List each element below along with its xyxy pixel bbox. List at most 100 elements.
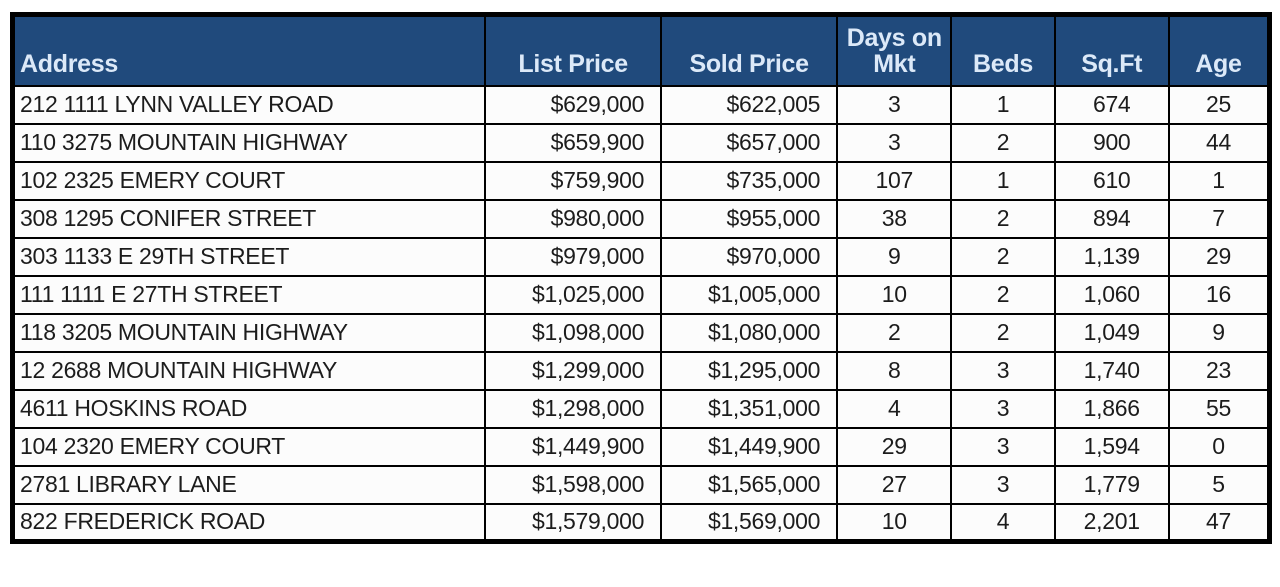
cell-list-price: $1,579,000 <box>484 502 663 543</box>
cell-age: 47 <box>1167 502 1271 543</box>
cell-beds: 3 <box>950 426 1056 467</box>
cell-days-on-mkt: 2 <box>836 312 953 353</box>
cell-days-on-mkt: 3 <box>836 122 953 163</box>
cell-address: 308 1295 CONIFER STREET <box>11 198 487 239</box>
table-body: 212 1111 LYNN VALLEY ROAD $629,000 $622,00… <box>11 84 1271 543</box>
cell-list-price: $1,098,000 <box>484 312 663 353</box>
cell-beds: 2 <box>950 312 1056 353</box>
cell-sq-ft: 1,139 <box>1053 236 1170 277</box>
cell-sold-price: $970,000 <box>660 236 839 277</box>
table-row: 303 1133 E 29TH STREET $979,000 $970,000 9 2… <box>11 236 1271 277</box>
table-row: 12 2688 MOUNTAIN HIGHWAY $1,299,000 $1,295… <box>11 350 1271 391</box>
cell-sold-price: $1,565,000 <box>660 464 839 505</box>
cell-address: 111 1111 E 27TH STREET <box>11 274 487 315</box>
cell-beds: 4 <box>950 502 1056 543</box>
table-header: Address List Price Sold Price Days on Mkt Be… <box>11 13 1271 87</box>
cell-sold-price: $1,080,000 <box>660 312 839 353</box>
cell-address: 822 FREDERICK ROAD <box>11 502 487 543</box>
cell-sold-price: $1,569,000 <box>660 502 839 543</box>
cell-sq-ft: 1,866 <box>1053 388 1170 429</box>
cell-sq-ft: 1,049 <box>1053 312 1170 353</box>
cell-sq-ft: 1,594 <box>1053 426 1170 467</box>
cell-beds: 1 <box>950 160 1056 201</box>
cell-sold-price: $1,295,000 <box>660 350 839 391</box>
cell-beds: 2 <box>950 236 1056 277</box>
cell-sold-price: $955,000 <box>660 198 839 239</box>
cell-address: 110 3275 MOUNTAIN HIGHWAY <box>11 122 487 163</box>
cell-sq-ft: 900 <box>1053 122 1170 163</box>
cell-beds: 3 <box>950 350 1056 391</box>
sold-listings-table: Address List Price Sold Price Days on Mkt Be… <box>10 12 1272 544</box>
cell-sold-price: $1,449,900 <box>660 426 839 467</box>
cell-days-on-mkt: 8 <box>836 350 953 391</box>
cell-address: 212 1111 LYNN VALLEY ROAD <box>11 84 487 125</box>
cell-age: 9 <box>1167 312 1271 353</box>
cell-address: 12 2688 MOUNTAIN HIGHWAY <box>11 350 487 391</box>
cell-beds: 3 <box>950 388 1056 429</box>
cell-list-price: $1,299,000 <box>484 350 663 391</box>
cell-age: 5 <box>1167 464 1271 505</box>
cell-days-on-mkt: 10 <box>836 274 953 315</box>
cell-days-on-mkt: 27 <box>836 464 953 505</box>
cell-days-on-mkt: 9 <box>836 236 953 277</box>
cell-days-on-mkt: 107 <box>836 160 953 201</box>
cell-sold-price: $1,005,000 <box>660 274 839 315</box>
cell-sq-ft: 894 <box>1053 198 1170 239</box>
table-row: 104 2320 EMERY COURT $1,449,900 $1,449,900… <box>11 426 1271 467</box>
cell-sq-ft: 1,740 <box>1053 350 1170 391</box>
column-header-age: Age <box>1167 13 1271 87</box>
cell-list-price: $980,000 <box>484 198 663 239</box>
cell-age: 0 <box>1167 426 1271 467</box>
cell-list-price: $629,000 <box>484 84 663 125</box>
cell-address: 104 2320 EMERY COURT <box>11 426 487 467</box>
cell-list-price: $1,298,000 <box>484 388 663 429</box>
column-header-sq-ft: Sq.Ft <box>1053 13 1170 87</box>
cell-sq-ft: 610 <box>1053 160 1170 201</box>
cell-days-on-mkt: 38 <box>836 198 953 239</box>
cell-list-price: $759,900 <box>484 160 663 201</box>
cell-age: 7 <box>1167 198 1271 239</box>
cell-age: 29 <box>1167 236 1271 277</box>
cell-list-price: $1,598,000 <box>484 464 663 505</box>
cell-address: 2781 LIBRARY LANE <box>11 464 487 505</box>
cell-beds: 2 <box>950 274 1056 315</box>
cell-age: 25 <box>1167 84 1271 125</box>
cell-age: 16 <box>1167 274 1271 315</box>
table-row: 4611 HOSKINS ROAD $1,298,000 $1,351,000 4 3 1… <box>11 388 1271 429</box>
cell-list-price: $659,900 <box>484 122 663 163</box>
cell-beds: 3 <box>950 464 1056 505</box>
cell-sold-price: $1,351,000 <box>660 388 839 429</box>
cell-beds: 2 <box>950 122 1056 163</box>
cell-beds: 2 <box>950 198 1056 239</box>
cell-days-on-mkt: 3 <box>836 84 953 125</box>
cell-list-price: $979,000 <box>484 236 663 277</box>
column-header-list-price: List Price <box>484 13 663 87</box>
table-row: 212 1111 LYNN VALLEY ROAD $629,000 $622,00… <box>11 84 1271 125</box>
cell-age: 23 <box>1167 350 1271 391</box>
cell-address: 303 1133 E 29TH STREET <box>11 236 487 277</box>
table-row: 2781 LIBRARY LANE $1,598,000 $1,565,000 27 3… <box>11 464 1271 505</box>
cell-address: 102 2325 EMERY COURT <box>11 160 487 201</box>
table-row: 111 1111 E 27TH STREET $1,025,000 $1,005,0… <box>11 274 1271 315</box>
table-row: 110 3275 MOUNTAIN HIGHWAY $659,900 $657,00… <box>11 122 1271 163</box>
cell-list-price: $1,025,000 <box>484 274 663 315</box>
cell-sold-price: $735,000 <box>660 160 839 201</box>
cell-age: 55 <box>1167 388 1271 429</box>
cell-sq-ft: 674 <box>1053 84 1170 125</box>
cell-days-on-mkt: 4 <box>836 388 953 429</box>
cell-beds: 1 <box>950 84 1056 125</box>
column-header-beds: Beds <box>950 13 1056 87</box>
cell-sq-ft: 1,779 <box>1053 464 1170 505</box>
cell-list-price: $1,449,900 <box>484 426 663 467</box>
table-header-row: Address List Price Sold Price Days on Mkt Be… <box>11 13 1271 87</box>
table-row: 822 FREDERICK ROAD $1,579,000 $1,569,000 10… <box>11 502 1271 543</box>
column-header-address: Address <box>11 13 487 87</box>
column-header-days-on-mkt: Days on Mkt <box>836 13 953 87</box>
table-row: 118 3205 MOUNTAIN HIGHWAY $1,098,000 $1,08… <box>11 312 1271 353</box>
cell-days-on-mkt: 29 <box>836 426 953 467</box>
cell-sq-ft: 2,201 <box>1053 502 1170 543</box>
cell-address: 118 3205 MOUNTAIN HIGHWAY <box>11 312 487 353</box>
cell-age: 1 <box>1167 160 1271 201</box>
table-row: 102 2325 EMERY COURT $759,900 $735,000 107 1… <box>11 160 1271 201</box>
table-row: 308 1295 CONIFER STREET $980,000 $955,000 3… <box>11 198 1271 239</box>
